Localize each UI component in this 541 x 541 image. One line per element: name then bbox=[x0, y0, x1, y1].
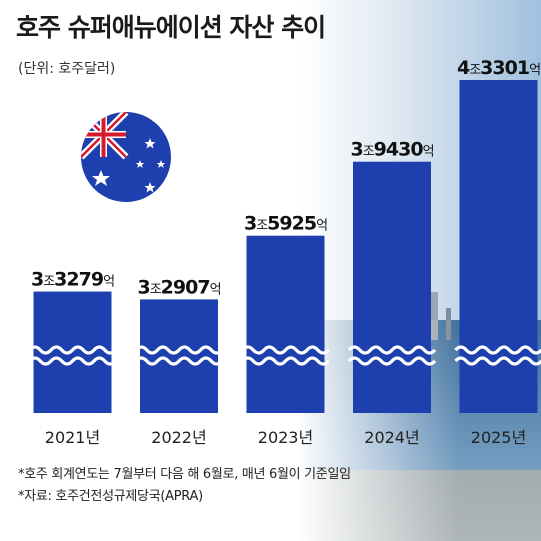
wave-line-0-1 bbox=[28, 356, 117, 366]
wave-line-2-1 bbox=[241, 356, 330, 366]
wave-line-1-1 bbox=[134, 356, 224, 366]
wave-line-3-1 bbox=[347, 356, 437, 366]
chart-title: 호주 슈퍼애뉴에이션 자산 추이 bbox=[16, 13, 326, 42]
x-tick-label-4: 2025년 bbox=[471, 428, 526, 447]
unit-label: (단위: 호주달러) bbox=[18, 61, 116, 77]
bar-value-label-2: 3조5925억 bbox=[244, 213, 327, 235]
footnote-fiscal-year: *호주 회계연도는 7월부터 다음 해 6월로, 매년 6월이 기준일임 bbox=[18, 467, 351, 482]
bar-value-label-0: 3조3279억 bbox=[31, 269, 114, 291]
wave-line-4-0 bbox=[454, 345, 541, 355]
x-tick-label-3: 2024년 bbox=[364, 428, 419, 447]
australian-flag-icon bbox=[81, 112, 171, 202]
wave-line-2-0 bbox=[241, 345, 330, 355]
x-tick-label-2: 2023년 bbox=[258, 428, 313, 447]
bar-value-label-4: 4조3301억 bbox=[457, 57, 540, 79]
wave-line-0-0 bbox=[28, 345, 117, 355]
bar-2 bbox=[246, 235, 325, 413]
bar-1 bbox=[140, 299, 218, 413]
wave-line-1-0 bbox=[134, 345, 224, 355]
x-tick-label-1: 2022년 bbox=[151, 428, 206, 447]
x-tick-label-0: 2021년 bbox=[45, 428, 100, 447]
bar-value-label-1: 3조2907억 bbox=[137, 276, 220, 298]
wave-line-4-1 bbox=[454, 356, 541, 366]
bar-3 bbox=[353, 161, 431, 413]
wave-line-3-0 bbox=[347, 345, 437, 355]
axis-break-waves bbox=[28, 345, 541, 366]
bar-value-label-3: 3조9430억 bbox=[350, 139, 433, 161]
footnote-source: *자료: 호주건전성규제당국(APRA) bbox=[18, 489, 203, 504]
